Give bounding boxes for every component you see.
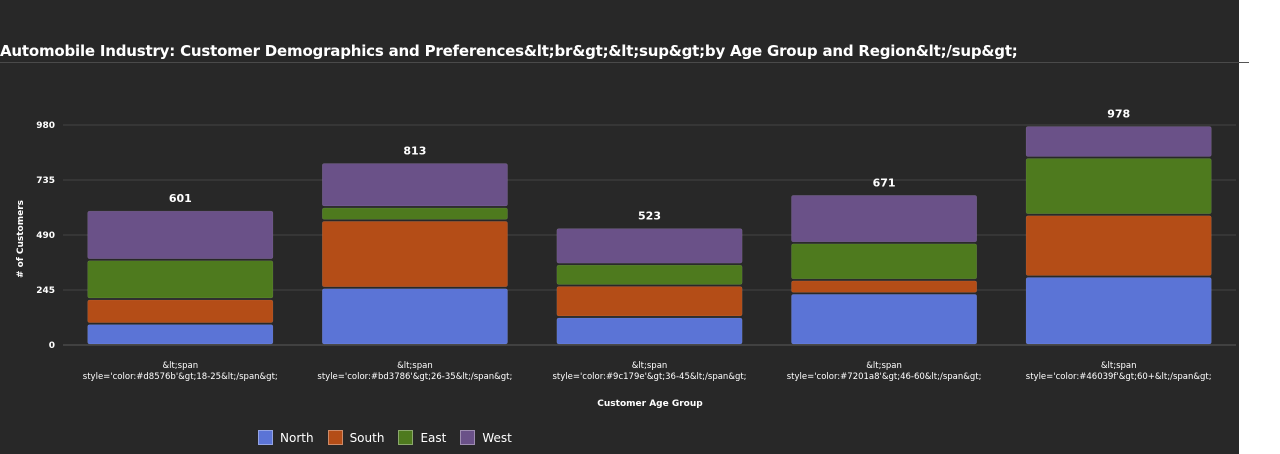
bar-segment-south [556,286,743,317]
bar-segment-south [87,299,274,323]
x-tick-label: &lt;span style='color:#bd3786'&gt;26-35&l… [317,361,512,382]
total-label: 671 [873,176,896,189]
legend: North South East West [258,430,512,445]
bar-segment-south [1025,215,1212,276]
bar-segment-south [791,280,978,293]
bar-segment-north [87,324,274,345]
x-tick-label: &lt;span style='color:#d8576b'&gt;18-25&l… [83,361,278,382]
bar-segment-east [1025,158,1212,215]
bar-segment-north [791,294,978,345]
legend-item-east[interactable]: East [398,430,446,445]
stacked-bar-chart: 0 245 490 735 980 601 813 523 671 978 &lt;span st… [16,107,1236,409]
y-tick-label: 490 [36,231,55,241]
total-label: 601 [169,192,192,205]
bar-segment-north [321,288,508,345]
legend-swatch [258,430,273,445]
legend-label: West [482,430,512,445]
legend-label: South [349,430,385,445]
legend-item-west[interactable]: West [460,430,512,445]
bar-segment-west [791,195,978,243]
bar-segment-north [1025,277,1212,345]
legend-swatch [327,430,343,445]
bar-segment-east [321,207,508,220]
y-tick-labels: 0 245 490 735 980 [36,121,55,351]
total-label: 523 [638,210,661,223]
bar-segment-east [87,260,274,299]
total-label: 813 [403,144,426,157]
bar-segment-south [321,221,508,288]
legend-swatch [460,430,476,445]
total-label: 978 [1107,107,1130,120]
y-tick-label: 980 [36,121,55,131]
bar-segment-east [556,264,743,285]
bar-segment-north [556,317,743,345]
title-divider [0,62,1239,63]
x-tick-labels: &lt;span style='color:#d8576b'&gt;18-25&l… [83,361,1212,382]
legend-label: North [280,430,314,445]
bar-segment-west [556,228,743,264]
chart-title: Automobile Industry: Customer Demographi… [0,42,1018,60]
y-tick-label: 0 [49,341,55,351]
bar-segment-west [321,163,508,207]
x-tick-label: &lt;span style='color:#9c179e'&gt;36-45&l… [552,361,746,382]
total-labels: 601 813 523 671 978 [169,107,1130,222]
legend-item-south[interactable]: South [327,430,385,445]
bar-segment-east [791,243,978,280]
legend-label: East [420,430,447,445]
legend-swatch [398,430,414,445]
y-axis-title: # of Customers [16,200,26,278]
bar-segment-west [87,210,274,259]
x-tick-label: &lt;span style='color:#46039f'&gt;60+&lt;… [1026,361,1212,382]
legend-item-north[interactable]: North [258,430,314,445]
y-tick-label: 735 [36,176,55,186]
x-tick-label: &lt;span style='color:#7201a8'&gt;46-60&l… [787,361,982,382]
x-axis-title: Customer Age Group [597,399,703,409]
edge-rule [1239,62,1249,63]
bar-segment-west [1025,126,1212,157]
y-tick-label: 245 [36,286,55,296]
bars [87,126,1212,345]
